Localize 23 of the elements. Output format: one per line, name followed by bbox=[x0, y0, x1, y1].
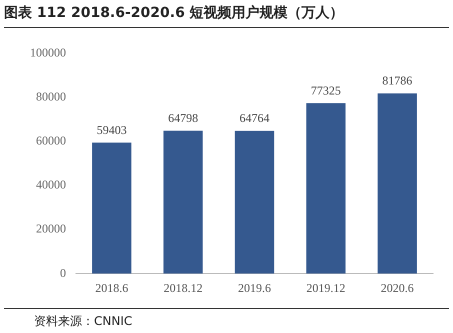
x-tick-label: 2018.12 bbox=[164, 280, 203, 295]
bar bbox=[378, 93, 417, 274]
bar bbox=[234, 130, 274, 274]
data-label: 77325 bbox=[310, 83, 341, 98]
bar bbox=[163, 130, 203, 274]
bar bbox=[92, 142, 132, 274]
data-label: 59403 bbox=[96, 122, 127, 137]
x-tick-label: 2020.6 bbox=[380, 280, 414, 295]
y-tick-label: 80000 bbox=[36, 89, 66, 104]
bar bbox=[306, 103, 346, 274]
y-tick-label: 100000 bbox=[30, 45, 66, 60]
y-tick-label: 20000 bbox=[36, 222, 66, 236]
text: 资料来源：CNNIC bbox=[4, 308, 449, 330]
y-tick-label: 40000 bbox=[36, 178, 66, 192]
x-tick-label: 2019.6 bbox=[238, 280, 271, 295]
data-label: 81786 bbox=[382, 74, 412, 88]
y-tick-label: 0 bbox=[60, 266, 66, 280]
x-tick-label: 2018.6 bbox=[95, 280, 128, 295]
x-tick-label: 2019.12 bbox=[306, 280, 346, 295]
data-label: 64764 bbox=[240, 111, 270, 126]
data-label: 64798 bbox=[168, 110, 198, 125]
chart-title: 图表 112 2018.6-2020.6 短视频用户规模（万人） bbox=[4, 4, 449, 28]
y-tick-label: 60000 bbox=[36, 134, 66, 148]
